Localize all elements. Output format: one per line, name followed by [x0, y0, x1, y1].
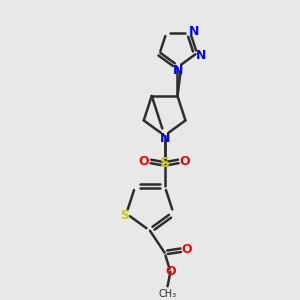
Text: S: S — [120, 208, 129, 222]
Text: O: O — [180, 154, 190, 167]
Text: O: O — [165, 265, 176, 278]
Text: O: O — [182, 243, 192, 256]
Text: S: S — [160, 156, 170, 170]
Text: N: N — [173, 64, 183, 77]
Text: N: N — [196, 49, 206, 62]
Text: N: N — [189, 25, 199, 38]
Text: N: N — [159, 132, 170, 145]
Text: O: O — [139, 154, 149, 167]
Text: CH₃: CH₃ — [158, 289, 177, 298]
